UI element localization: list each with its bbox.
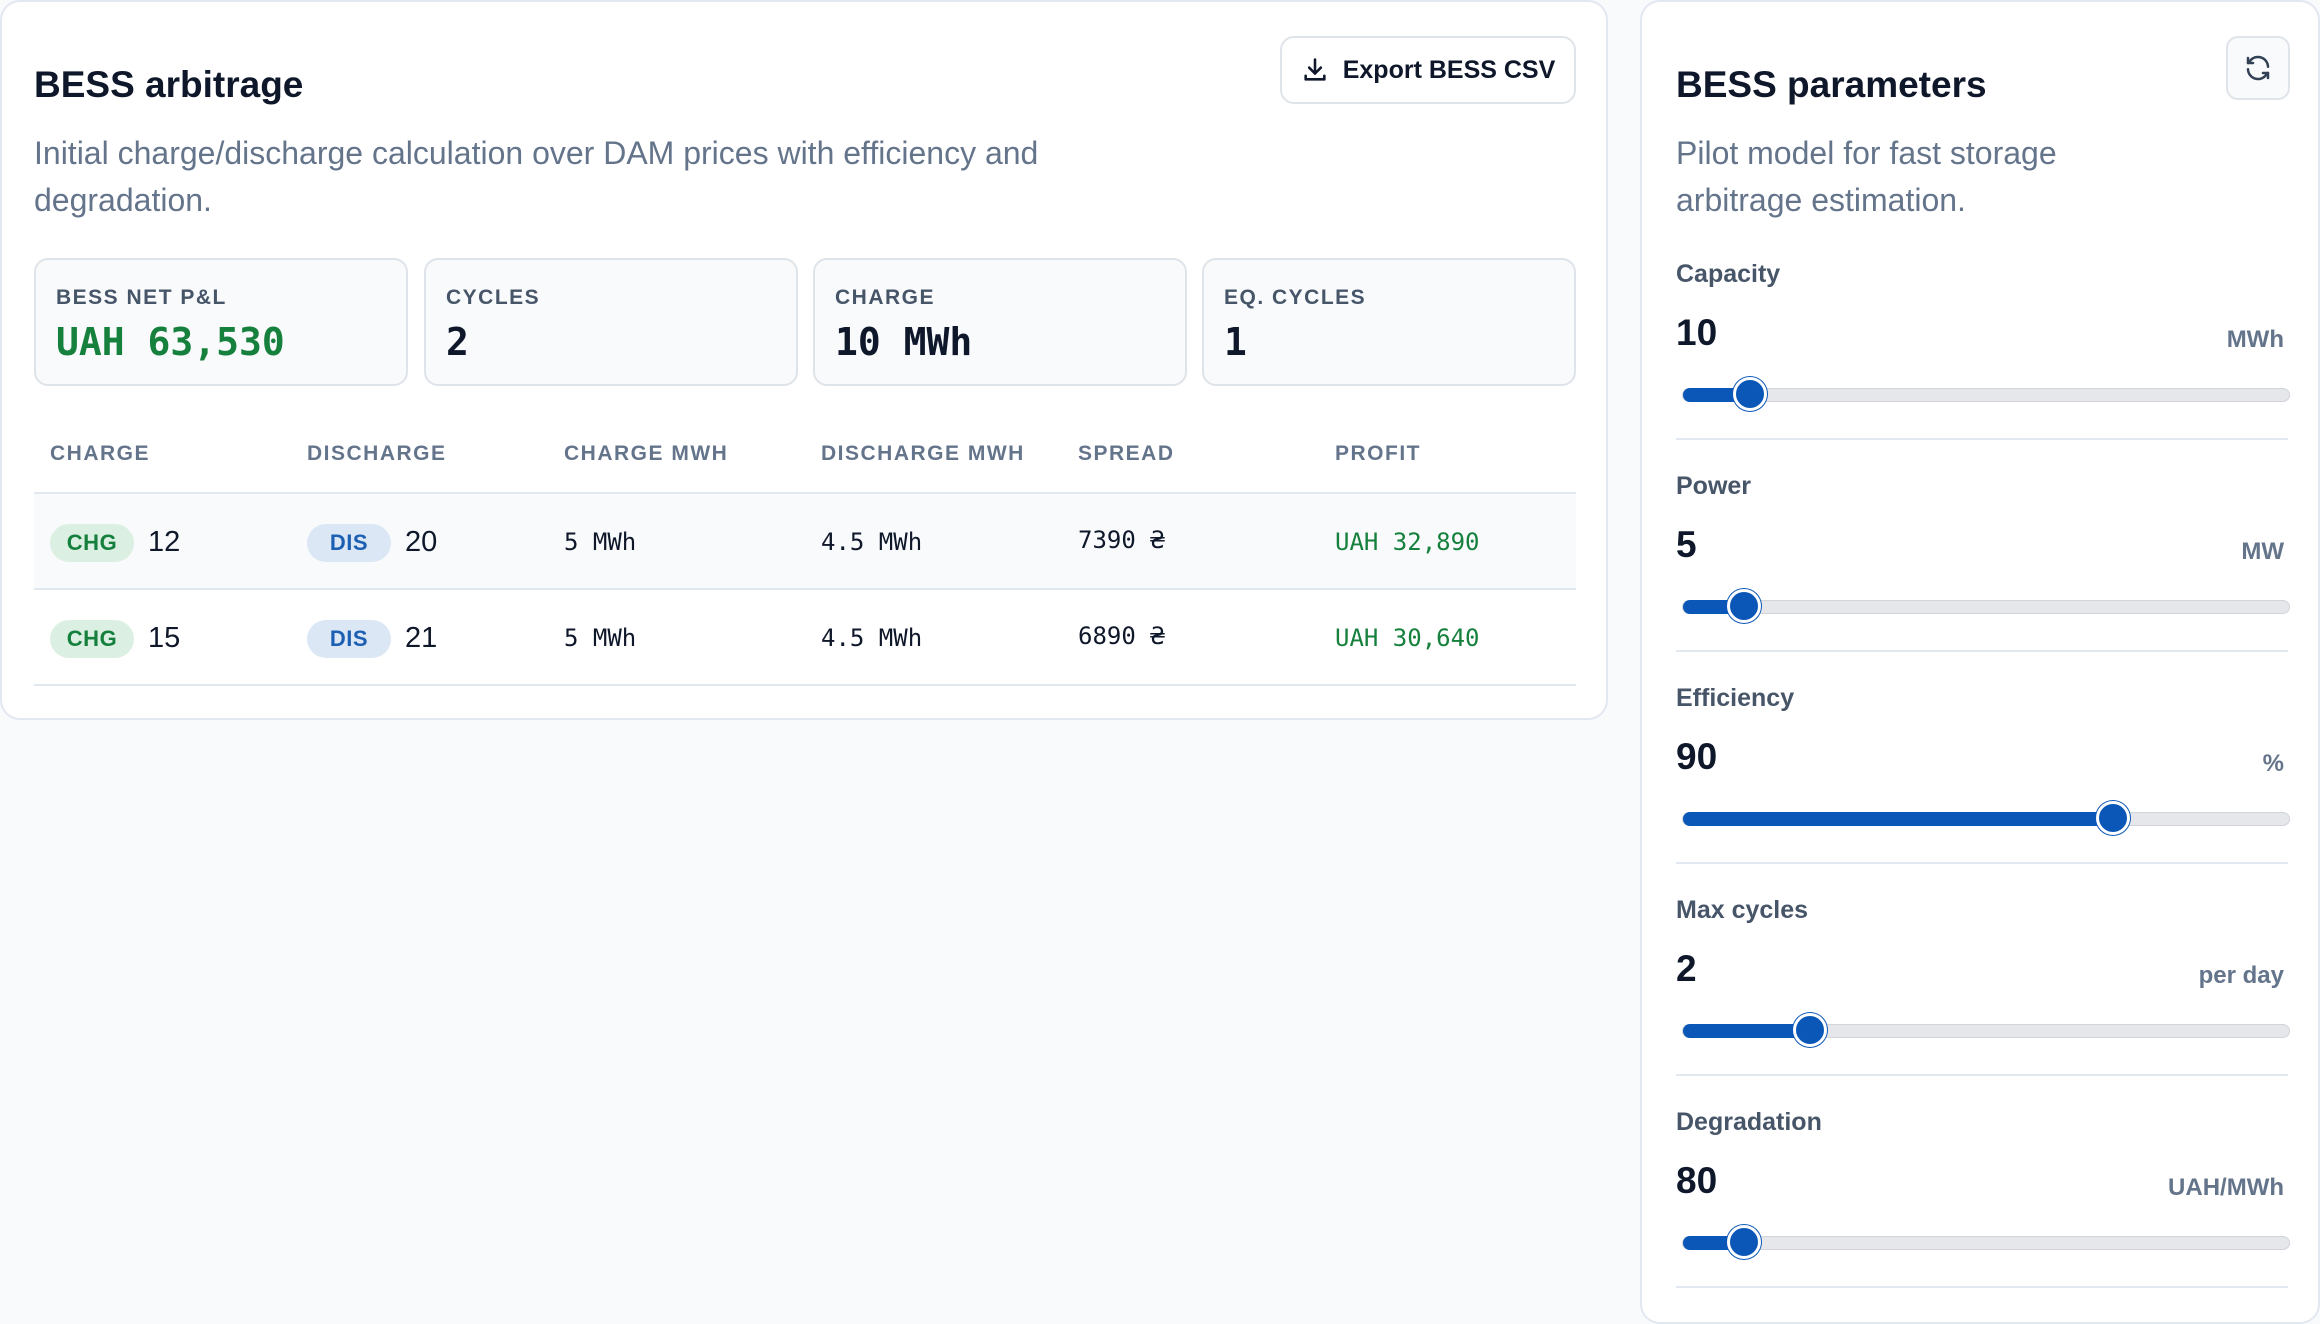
export-csv-label: Export BESS CSV: [1342, 55, 1556, 84]
kpi-charge: CHARGE 10 MWh: [813, 258, 1187, 386]
param-unit: UAH/MWh: [2168, 1174, 2284, 1201]
parameters-subtitle-line: Pilot model for fast storage: [1676, 135, 2057, 171]
kpi-value: 1: [1224, 320, 1247, 364]
divider: [34, 492, 1576, 494]
param-unit: %: [2262, 750, 2284, 777]
kpi-value: 10 MWh: [835, 320, 973, 364]
bess-parameters-card: BESS parameters Pilot model for fast sto…: [1640, 0, 2320, 1324]
param-unit: MW: [2241, 538, 2284, 565]
profit-cell: UAH 32,890: [1335, 528, 1480, 556]
column-header-discharge-mwh: DISCHARGE MWH: [821, 442, 1025, 465]
param-label: Capacity: [1676, 260, 1781, 288]
charge-hour: 12: [148, 526, 181, 558]
divider: [1676, 1286, 2288, 1288]
kpi-net-pnl: BESS NET P&L UAH 63,530: [34, 258, 408, 386]
charge-badge: CHG: [50, 524, 134, 562]
table-row[interactable]: CHG 12 DIS 20 5 MWh 4.5 MWh 7390 ₴ UAH 3…: [34, 494, 1576, 588]
download-icon: [1301, 56, 1329, 84]
param-label: Degradation: [1676, 1108, 1822, 1136]
divider: [1676, 1074, 2288, 1076]
parameters-title: BESS parameters: [1676, 64, 1987, 105]
discharge-hour: 20: [405, 526, 438, 558]
refresh-icon: [2243, 53, 2273, 83]
kpi-cycles: CYCLES 2: [424, 258, 798, 386]
divider: [1676, 650, 2288, 652]
kpi-eq-cycles: EQ. CYCLES 1: [1202, 258, 1576, 386]
spread-cell: 7390 ₴: [1078, 526, 1165, 554]
param-label: Power: [1676, 472, 1752, 500]
discharge-hour: 21: [405, 622, 438, 654]
param-label: Efficiency: [1676, 684, 1795, 712]
param-label: Max cycles: [1676, 896, 1809, 924]
divider: [1676, 862, 2288, 864]
table-row[interactable]: CHG 15 DIS 21 5 MWh 4.5 MWh 6890 ₴ UAH 3…: [34, 590, 1576, 684]
slider-fill: [1683, 812, 2114, 826]
kpi-label: CYCLES: [446, 286, 541, 309]
column-header-charge: CHARGE: [50, 442, 151, 465]
kpi-label: EQ. CYCLES: [1224, 286, 1367, 309]
kpi-value: UAH 63,530: [56, 320, 285, 364]
discharge-mwh-cell: 4.5 MWh: [821, 624, 923, 652]
page-title: BESS arbitrage: [34, 64, 304, 105]
kpi-label: BESS NET P&L: [56, 286, 227, 309]
slider-thumb[interactable]: [2096, 801, 2131, 835]
kpi-value: 2: [446, 320, 469, 364]
slider-thumb[interactable]: [1726, 589, 1761, 623]
charge-badge: CHG: [50, 620, 134, 658]
capacity-slider[interactable]: [1682, 377, 2290, 411]
charge-hour: 15: [148, 622, 181, 654]
export-csv-button[interactable]: Export BESS CSV: [1280, 36, 1576, 104]
kpi-label: CHARGE: [835, 286, 936, 309]
param-unit: MWh: [2226, 326, 2284, 353]
spread-cell: 6890 ₴: [1078, 622, 1165, 650]
param-unit: per day: [2198, 962, 2284, 989]
param-value: 90: [1676, 736, 1718, 777]
column-header-profit: PROFIT: [1335, 442, 1421, 465]
efficiency-slider[interactable]: [1682, 801, 2290, 835]
degradation-slider[interactable]: [1682, 1225, 2290, 1259]
column-header-discharge: DISCHARGE: [307, 442, 447, 465]
param-value: 5: [1676, 524, 1697, 565]
arbitrage-subtitle: Initial charge/discharge calculation ove…: [34, 135, 1039, 218]
discharge-mwh-cell: 4.5 MWh: [821, 528, 923, 556]
refresh-button[interactable]: [2226, 36, 2290, 100]
parameters-subtitle: Pilot model for fast storage arbitrage e…: [1676, 130, 2057, 224]
param-value: 2: [1676, 948, 1697, 989]
column-header-charge-mwh: CHARGE MWH: [564, 442, 729, 465]
param-value: 10: [1676, 312, 1718, 353]
discharge-badge: DIS: [307, 620, 391, 658]
charge-mwh-cell: 5 MWh: [564, 624, 637, 652]
discharge-badge: DIS: [307, 524, 391, 562]
max-cycles-slider[interactable]: [1682, 1013, 2290, 1047]
power-slider[interactable]: [1682, 589, 2290, 623]
divider: [34, 588, 1576, 590]
param-value: 80: [1676, 1160, 1718, 1201]
parameters-subtitle-line: arbitrage estimation.: [1676, 182, 1966, 218]
slider-fill: [1683, 1024, 1811, 1038]
column-header-spread: SPREAD: [1078, 442, 1175, 465]
profit-cell: UAH 30,640: [1335, 624, 1480, 652]
slider-thumb[interactable]: [1732, 377, 1767, 411]
divider: [34, 684, 1576, 686]
bess-arbitrage-card: BESS arbitrage Initial charge/discharge …: [0, 0, 1608, 720]
slider-thumb[interactable]: [1793, 1013, 1828, 1047]
slider-thumb[interactable]: [1726, 1225, 1761, 1259]
divider: [1676, 438, 2288, 440]
charge-mwh-cell: 5 MWh: [564, 528, 637, 556]
